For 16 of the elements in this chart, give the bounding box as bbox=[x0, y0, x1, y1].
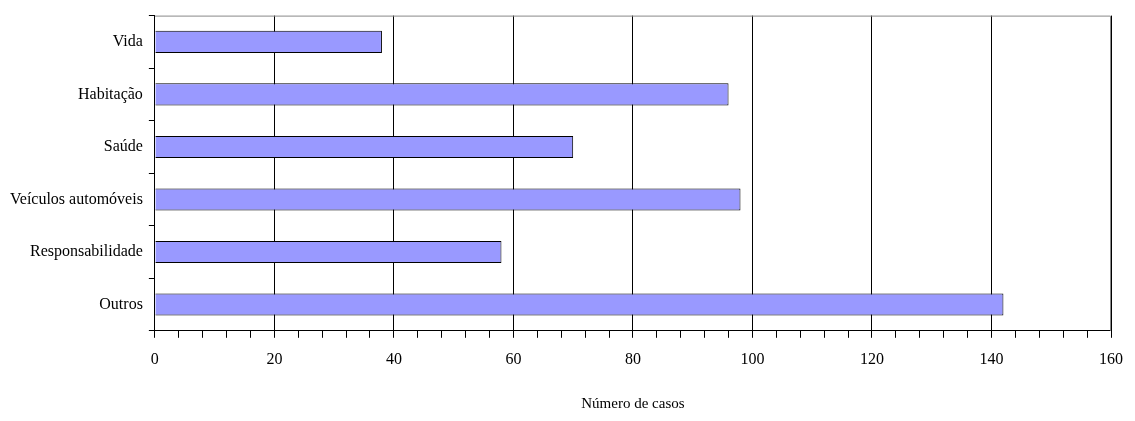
y-tick-label: Habitação bbox=[78, 84, 143, 103]
x-tick-label: 120 bbox=[859, 349, 884, 367]
x-tick-label: 20 bbox=[266, 349, 283, 367]
y-tick-label: Responsabilidade bbox=[29, 242, 143, 261]
x-tick-label: 160 bbox=[1099, 349, 1123, 367]
y-tick-label: Saúde bbox=[103, 137, 143, 155]
x-tick-label: 60 bbox=[505, 349, 522, 367]
y-tick-label: Outros bbox=[99, 294, 143, 312]
x-tick-label: 80 bbox=[624, 349, 641, 367]
x-tick-label: 100 bbox=[740, 349, 765, 367]
x-tick-label: 40 bbox=[385, 349, 402, 367]
y-tick-label: Vida bbox=[112, 32, 143, 50]
x-tick-label: 140 bbox=[979, 349, 1004, 367]
y-tick-label: Veículos automóveis bbox=[9, 189, 143, 207]
x-tick-label: 0 bbox=[150, 349, 159, 367]
x-axis-title: Número de casos bbox=[581, 394, 685, 411]
